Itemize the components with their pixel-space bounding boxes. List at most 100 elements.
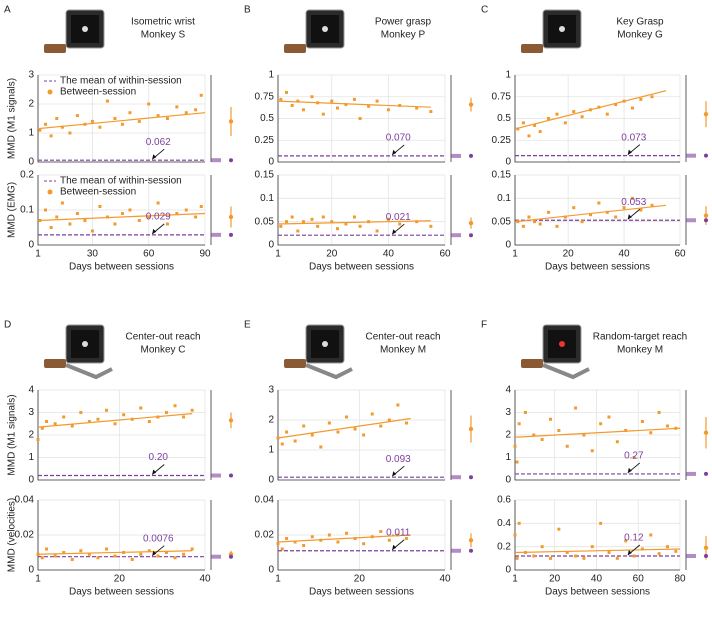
point bbox=[415, 106, 419, 110]
point bbox=[650, 95, 654, 99]
point bbox=[362, 433, 366, 437]
marginal-within bbox=[211, 473, 221, 478]
point bbox=[113, 554, 117, 558]
y-tick-label: 0.02 bbox=[255, 530, 275, 541]
point bbox=[60, 201, 64, 205]
point bbox=[330, 99, 334, 103]
y-tick-label: 0.1 bbox=[260, 193, 274, 204]
point bbox=[147, 215, 151, 219]
point bbox=[120, 212, 124, 215]
point bbox=[657, 411, 661, 414]
point bbox=[375, 99, 379, 103]
point bbox=[113, 117, 117, 120]
point bbox=[194, 108, 198, 112]
point bbox=[175, 105, 179, 109]
within-annotation: 0.062 bbox=[146, 137, 171, 148]
x-tick-label: 30 bbox=[87, 249, 99, 260]
point bbox=[632, 456, 636, 459]
point bbox=[164, 411, 168, 414]
point bbox=[370, 412, 374, 416]
point bbox=[70, 424, 74, 428]
point bbox=[630, 106, 634, 110]
point bbox=[49, 226, 53, 229]
point bbox=[379, 424, 383, 428]
icon-manipulandum bbox=[65, 363, 113, 380]
point bbox=[657, 552, 661, 556]
point bbox=[147, 102, 151, 106]
point bbox=[83, 219, 87, 222]
point bbox=[429, 110, 433, 114]
panel-letter: E bbox=[244, 320, 251, 331]
point bbox=[345, 531, 349, 535]
point bbox=[184, 111, 188, 115]
point bbox=[147, 420, 151, 423]
icon-arm bbox=[284, 359, 306, 368]
point bbox=[128, 208, 132, 212]
y-tick-label: 0 bbox=[505, 475, 511, 486]
y-tick-label: 0 bbox=[28, 240, 34, 251]
point bbox=[139, 406, 143, 410]
point bbox=[605, 112, 609, 116]
point bbox=[62, 551, 66, 554]
y-tick-label: 3 bbox=[505, 407, 511, 418]
panel-letter: B bbox=[244, 5, 251, 16]
marginal-within-mean bbox=[704, 218, 708, 223]
y-tick-label: 0 bbox=[268, 475, 274, 486]
y-tick-label: 0 bbox=[505, 240, 511, 251]
panel-title: Isometric wrist bbox=[131, 17, 195, 28]
point bbox=[344, 103, 348, 107]
axis-frame bbox=[514, 175, 680, 246]
y-tick-label: 0.02 bbox=[15, 530, 35, 541]
x-tick-label: 60 bbox=[143, 249, 155, 260]
point bbox=[599, 422, 603, 426]
point bbox=[615, 440, 619, 444]
icon-target bbox=[559, 26, 565, 32]
icon-arm bbox=[521, 44, 543, 53]
within-annotation: 0.053 bbox=[621, 197, 646, 208]
point bbox=[68, 222, 72, 226]
point bbox=[580, 220, 584, 224]
axis-frame bbox=[37, 500, 205, 571]
icon-manipulandum bbox=[305, 363, 353, 380]
panel-letter: A bbox=[4, 5, 11, 16]
point bbox=[293, 540, 297, 544]
legend-dot bbox=[47, 189, 53, 195]
point bbox=[582, 556, 586, 560]
point bbox=[549, 417, 553, 421]
marginal-within bbox=[211, 232, 221, 237]
point bbox=[156, 201, 160, 205]
point bbox=[513, 444, 517, 448]
panel-letter: D bbox=[4, 320, 11, 331]
y-tick-label: 0.04 bbox=[15, 495, 35, 506]
point bbox=[665, 424, 669, 428]
y-tick-label: 0.75 bbox=[255, 91, 275, 102]
x-tick-label: 40 bbox=[199, 574, 211, 585]
point bbox=[582, 433, 586, 437]
point bbox=[36, 438, 40, 441]
point bbox=[540, 545, 544, 549]
marginal-within-mean bbox=[469, 233, 473, 238]
x-tick-label: 40 bbox=[591, 574, 603, 585]
point bbox=[53, 554, 57, 558]
fit-line bbox=[277, 220, 431, 225]
point bbox=[649, 533, 653, 537]
y-tick-label: 2 bbox=[505, 430, 511, 441]
y-tick-label: 3 bbox=[28, 407, 34, 418]
point bbox=[182, 552, 186, 556]
point bbox=[96, 556, 100, 560]
point bbox=[590, 449, 594, 453]
arrow-head bbox=[392, 544, 397, 550]
point bbox=[572, 110, 576, 114]
x-tick-label: 40 bbox=[383, 249, 395, 260]
x-axis-label: Days between sessions bbox=[545, 587, 650, 598]
within-annotation: 0.0076 bbox=[143, 533, 174, 544]
marginal-within-mean bbox=[469, 548, 473, 553]
icon-arm bbox=[284, 44, 306, 53]
point bbox=[650, 203, 654, 207]
marginal-within-mean bbox=[704, 153, 708, 158]
point bbox=[640, 547, 644, 551]
point bbox=[310, 95, 314, 99]
point bbox=[639, 97, 643, 101]
point bbox=[53, 422, 57, 426]
point bbox=[75, 212, 79, 215]
